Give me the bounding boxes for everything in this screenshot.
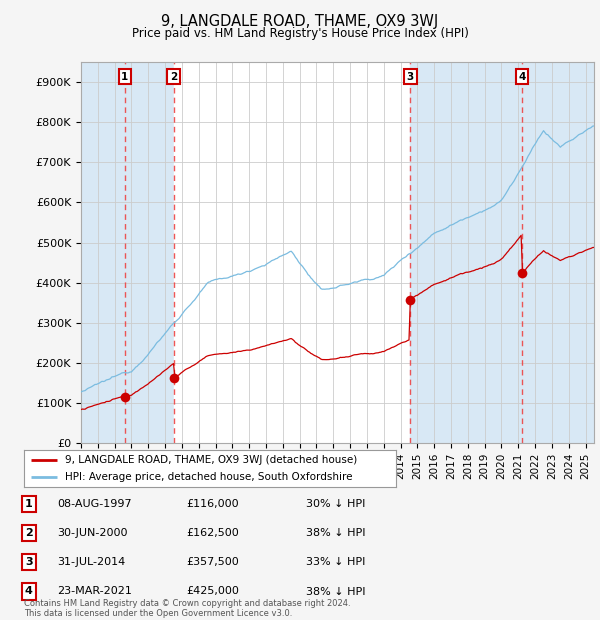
Text: 9, LANGDALE ROAD, THAME, OX9 3WJ: 9, LANGDALE ROAD, THAME, OX9 3WJ [161,14,439,29]
Text: 38% ↓ HPI: 38% ↓ HPI [306,528,365,538]
Text: £357,500: £357,500 [186,557,239,567]
Bar [173,62,410,443]
Text: £116,000: £116,000 [186,499,239,509]
Bar [125,62,173,443]
Text: HPI: Average price, detached house, South Oxfordshire: HPI: Average price, detached house, Sout… [65,472,352,482]
Text: 31-JUL-2014: 31-JUL-2014 [57,557,125,567]
Text: 08-AUG-1997: 08-AUG-1997 [57,499,131,509]
Bar [81,62,125,443]
Text: 33% ↓ HPI: 33% ↓ HPI [306,557,365,567]
Text: 38% ↓ HPI: 38% ↓ HPI [306,587,365,596]
Text: Contains HM Land Registry data © Crown copyright and database right 2024.
This d: Contains HM Land Registry data © Crown c… [24,599,350,618]
Text: 3: 3 [407,71,414,82]
Text: 2: 2 [25,528,32,538]
Text: 4: 4 [25,587,33,596]
Text: 1: 1 [121,71,128,82]
Text: Price paid vs. HM Land Registry's House Price Index (HPI): Price paid vs. HM Land Registry's House … [131,27,469,40]
Text: 9, LANGDALE ROAD, THAME, OX9 3WJ (detached house): 9, LANGDALE ROAD, THAME, OX9 3WJ (detach… [65,454,357,464]
Text: 3: 3 [25,557,32,567]
Text: 4: 4 [518,71,526,82]
Text: 30-JUN-2000: 30-JUN-2000 [57,528,128,538]
Text: 30% ↓ HPI: 30% ↓ HPI [306,499,365,509]
Text: 23-MAR-2021: 23-MAR-2021 [57,587,132,596]
Text: £162,500: £162,500 [186,528,239,538]
Bar [410,62,522,443]
Text: 2: 2 [170,71,177,82]
Text: £425,000: £425,000 [186,587,239,596]
Bar [522,62,594,443]
Bar [577,62,594,443]
Text: 1: 1 [25,499,32,509]
